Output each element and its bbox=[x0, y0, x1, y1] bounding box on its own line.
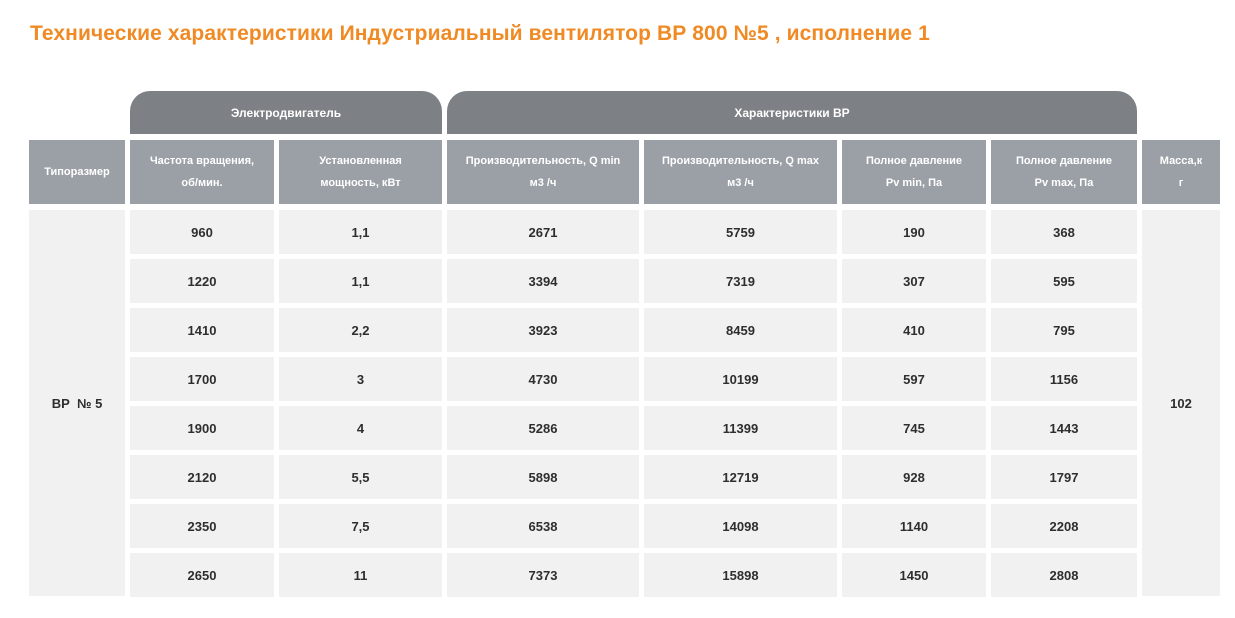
col-header-q-min: Производительность, Q min м3 /ч bbox=[447, 140, 639, 204]
col-header-q-max-line2: м3 /ч bbox=[727, 177, 754, 189]
table-cell-pv-min: 307 bbox=[842, 259, 986, 303]
col-header-pv-max-line1: Полное давление bbox=[1015, 155, 1113, 167]
table-cell-pv-max: 795 bbox=[991, 308, 1137, 352]
table-cell-q-max: 8459 bbox=[644, 308, 837, 352]
col-header-pv-min-line2: Pv min, Па bbox=[885, 177, 943, 189]
mass-cell: 102 bbox=[1142, 210, 1220, 596]
col-header-type-label: Типоразмер bbox=[44, 166, 110, 178]
table-cell-pv-max: 368 bbox=[991, 210, 1137, 254]
table-cell-pv-min: 1140 bbox=[842, 504, 986, 548]
col-header-pv-max-line2: Pv max, Па bbox=[1034, 177, 1094, 189]
col-header-mass-line1: Масса,к bbox=[1159, 155, 1203, 167]
table-cell-pv-min: 410 bbox=[842, 308, 986, 352]
col-header-pv-min-line1: Полное давление bbox=[865, 155, 963, 167]
table-cell-power: 3 bbox=[279, 357, 442, 401]
table-cell-pv-max: 1156 bbox=[991, 357, 1137, 401]
table-cell-pv-min: 597 bbox=[842, 357, 986, 401]
table-cell-pv-max: 1797 bbox=[991, 455, 1137, 499]
table-cell-speed: 960 bbox=[130, 210, 274, 254]
table-cell-pv-max: 2808 bbox=[991, 553, 1137, 597]
table-cell-q-min: 2671 bbox=[447, 210, 639, 254]
table-cell-pv-min: 190 bbox=[842, 210, 986, 254]
col-header-speed: Частота вращения, об/мин. bbox=[130, 140, 274, 204]
table-cell-power: 7,5 bbox=[279, 504, 442, 548]
table-cell-speed: 2650 bbox=[130, 553, 274, 597]
col-header-power-line1: Установленная bbox=[319, 155, 402, 167]
table-cell-pv-min: 1450 bbox=[842, 553, 986, 597]
table-cell-pv-min: 745 bbox=[842, 406, 986, 450]
table-cell-q-min: 3394 bbox=[447, 259, 639, 303]
table-cell-pv-min: 928 bbox=[842, 455, 986, 499]
table-cell-power: 2,2 bbox=[279, 308, 442, 352]
table-cell-q-min: 7373 bbox=[447, 553, 639, 597]
col-header-type: Типоразмер bbox=[29, 140, 125, 204]
table-cell-speed: 2120 bbox=[130, 455, 274, 499]
table-cell-power: 5,5 bbox=[279, 455, 442, 499]
table-cell-q-min: 3923 bbox=[447, 308, 639, 352]
col-header-q-min-line1: Производительность, Q min bbox=[465, 155, 621, 167]
table-cell-power: 4 bbox=[279, 406, 442, 450]
col-header-q-max-line1: Производительность, Q max bbox=[662, 155, 819, 167]
table-cell-q-max: 10199 bbox=[644, 357, 837, 401]
col-header-q-max: Производительность, Q max м3 /ч bbox=[644, 140, 837, 204]
page-title: Технические характеристики Индустриальны… bbox=[30, 22, 930, 45]
col-header-power-line2: мощность, кВт bbox=[320, 177, 401, 189]
col-header-q-min-line2: м3 /ч bbox=[529, 177, 557, 189]
table-cell-q-max: 14098 bbox=[644, 504, 837, 548]
table-cell-pv-max: 2208 bbox=[991, 504, 1137, 548]
col-header-pv-max: Полное давление Pv max, Па bbox=[991, 140, 1137, 204]
table-cell-q-max: 12719 bbox=[644, 455, 837, 499]
col-header-mass: Масса,к г bbox=[1142, 140, 1220, 204]
table-cell-speed: 1700 bbox=[130, 357, 274, 401]
col-header-mass-line2: г bbox=[1178, 177, 1184, 189]
table-cell-q-min: 5286 bbox=[447, 406, 639, 450]
table-cell-q-max: 7319 bbox=[644, 259, 837, 303]
type-cell: ВР № 5 bbox=[29, 210, 125, 596]
table-cell-power: 1,1 bbox=[279, 259, 442, 303]
col-header-speed-line2: об/мин. bbox=[181, 177, 223, 189]
table-cell-speed: 1900 bbox=[130, 406, 274, 450]
table-cell-q-max: 5759 bbox=[644, 210, 837, 254]
table-cell-q-min: 5898 bbox=[447, 455, 639, 499]
col-header-speed-line1: Частота вращения, bbox=[149, 155, 255, 167]
group-header-motor: Электродвигатель bbox=[130, 91, 442, 134]
group-header-fan-characteristics: Характеристики ВР bbox=[447, 91, 1137, 134]
table-cell-speed: 2350 bbox=[130, 504, 274, 548]
table-cell-q-min: 6538 bbox=[447, 504, 639, 548]
table-cell-speed: 1410 bbox=[130, 308, 274, 352]
table-cell-q-min: 4730 bbox=[447, 357, 639, 401]
col-header-power: Установленная мощность, кВт bbox=[279, 140, 442, 204]
table-cell-power: 1,1 bbox=[279, 210, 442, 254]
table-cell-pv-max: 595 bbox=[991, 259, 1137, 303]
table-cell-pv-max: 1443 bbox=[991, 406, 1137, 450]
table-cell-speed: 1220 bbox=[130, 259, 274, 303]
table-cell-q-max: 11399 bbox=[644, 406, 837, 450]
col-header-pv-min: Полное давление Pv min, Па bbox=[842, 140, 986, 204]
table-cell-power: 11 bbox=[279, 553, 442, 597]
table-cell-q-max: 15898 bbox=[644, 553, 837, 597]
